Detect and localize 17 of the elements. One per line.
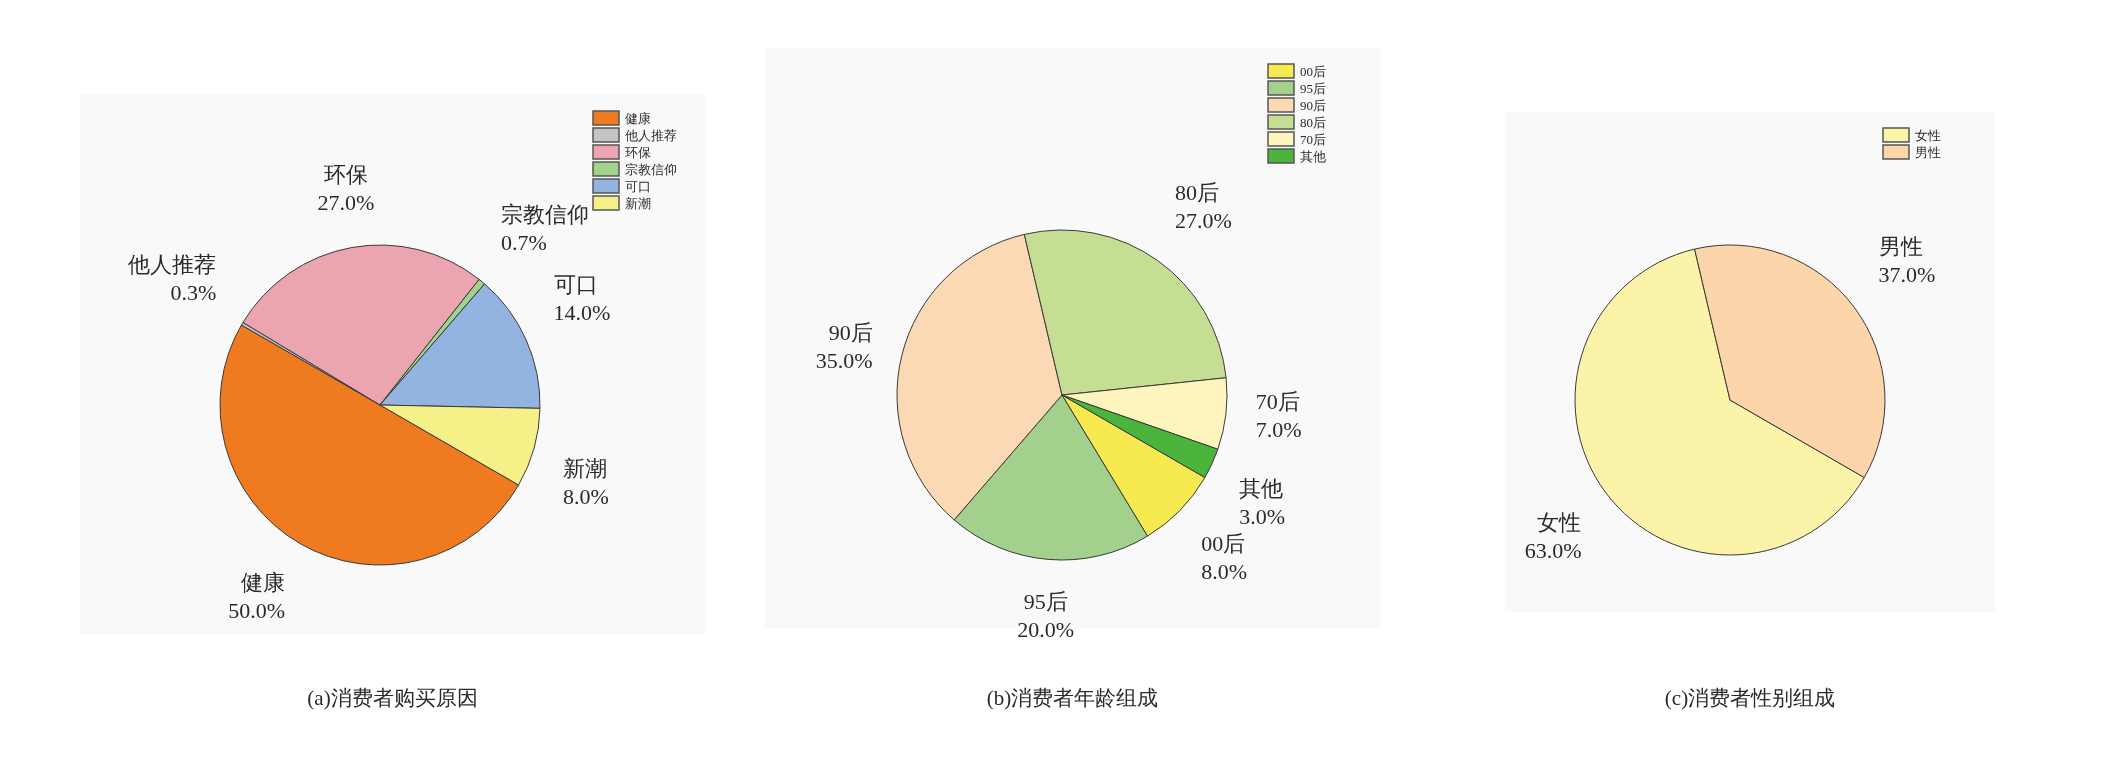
legend-label: 其他 [1300, 149, 1326, 164]
title: (a)消费者购买原因 [307, 686, 478, 710]
legend-label: 新潮 [625, 196, 651, 211]
title: (c)消费者性别组成 [1664, 686, 1836, 710]
legend-label: 宗教信仰 [625, 162, 677, 177]
legend-label: 健康 [625, 111, 651, 126]
legend-label: 他人推荐 [625, 128, 677, 143]
legend-label: 95后 [1300, 81, 1326, 96]
legend-label: 男性 [1915, 145, 1941, 160]
title: (b)消费者年龄组成 [986, 686, 1159, 710]
legend-label: 90后 [1300, 98, 1326, 113]
legend-label: 女性 [1915, 128, 1941, 143]
legend-label: 环保 [625, 145, 651, 160]
legend-label: 00后 [1300, 64, 1326, 79]
legend-label: 80后 [1300, 115, 1326, 130]
legend-label: 可口 [625, 179, 651, 194]
legend-label: 70后 [1300, 132, 1326, 147]
